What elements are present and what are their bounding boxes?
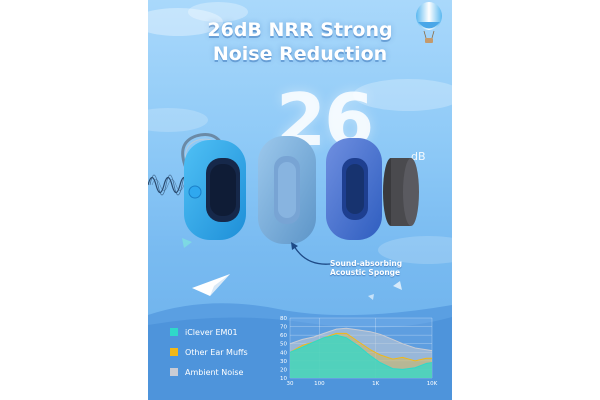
x-tick-label-100: 100 (314, 381, 325, 387)
y-tick-label-10: 10 (280, 376, 287, 382)
y-tick-label-30: 30 (280, 359, 287, 365)
legend-item-other-muffs: Other Ear Muffs (170, 342, 290, 362)
callout-line-1: Sound-absorbing (330, 259, 403, 268)
x-tick-label-30: 30 (287, 381, 294, 387)
x-tick-label-10K: 10K (427, 381, 438, 387)
chart-legend: iClever EM01 Other Ear Muffs Ambient Noi… (170, 322, 290, 382)
x-tick-label-1K: 1K (372, 381, 379, 387)
y-tick-label-80: 80 (280, 316, 287, 322)
cloud-decoration (148, 2, 452, 300)
paper-airplane-icon (192, 274, 230, 296)
legend-label-ambient: Ambient Noise (185, 367, 244, 377)
y-tick-label-60: 60 (280, 333, 287, 339)
series-line-ambient-noise (289, 327, 433, 352)
legend-swatch-other-muffs (170, 348, 178, 356)
y-tick-label-40: 40 (280, 350, 287, 356)
acoustic-sponge-callout: Sound-absorbing Acoustic Sponge (330, 259, 440, 277)
legend-swatch-iclever (170, 328, 178, 336)
noise-chart: 10 20 30 40 50 60 70 80 30 100 1K 10K (280, 316, 438, 387)
callout-line-2: Acoustic Sponge (330, 268, 401, 277)
y-tick-label-70: 70 (280, 325, 287, 331)
legend-label-other-muffs: Other Ear Muffs (185, 347, 248, 357)
y-tick-label-20: 20 (280, 367, 287, 373)
legend-item-iclever: iClever EM01 (170, 322, 290, 342)
series-area-iclever-em01 (290, 335, 432, 378)
product-panel: 26dB NRR Strong Noise Reduction 26 dB (148, 0, 452, 400)
legend-swatch-ambient (170, 368, 178, 376)
headline-line-1: 26dB NRR Strong (207, 19, 393, 41)
y-tick-label-50: 50 (280, 342, 287, 348)
series-line-iclever-em01 (289, 334, 433, 370)
noise-reduction-unit: dB (411, 150, 426, 163)
legend-label-iclever: iClever EM01 (185, 327, 238, 337)
headline-line-2: Noise Reduction (212, 43, 388, 65)
hot-air-balloon-icon (416, 2, 442, 43)
earmuff-exploded-view (181, 133, 419, 244)
curved-arrow-icon (291, 242, 331, 265)
legend-item-ambient: Ambient Noise (170, 362, 290, 382)
